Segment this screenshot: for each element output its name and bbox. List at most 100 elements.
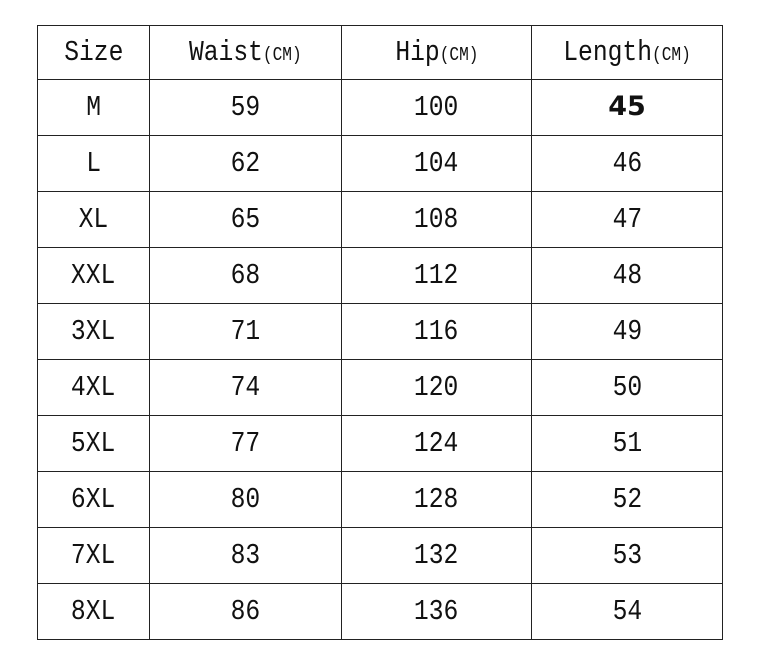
cell-value: 132 xyxy=(414,539,459,572)
table-row: 3XL 71 116 49 xyxy=(37,303,723,360)
cell-size: XXL xyxy=(37,247,150,304)
cell-value: 51 xyxy=(612,427,642,460)
cell-hip: 112 xyxy=(341,247,532,304)
cell-length: 49 xyxy=(531,303,723,360)
header-unit: (CM) xyxy=(439,44,479,66)
cell-length: 51 xyxy=(531,415,723,472)
table-row: 6XL 80 128 52 xyxy=(37,471,723,528)
cell-value: 124 xyxy=(414,427,459,460)
table-row: 5XL 77 124 51 xyxy=(37,415,723,472)
table-row: 8XL 86 136 54 xyxy=(37,583,723,640)
cell-value: 46 xyxy=(612,147,642,180)
cell-hip: 124 xyxy=(341,415,532,472)
header-size: Size xyxy=(37,25,150,80)
cell-waist: 83 xyxy=(149,527,342,584)
cell-value: 86 xyxy=(230,595,261,628)
header-length: Length(CM) xyxy=(531,25,723,80)
cell-value: 47 xyxy=(612,203,642,236)
cell-size: 4XL xyxy=(37,359,150,416)
cell-value: 74 xyxy=(230,371,261,404)
header-hip: Hip(CM) xyxy=(341,25,532,80)
cell-waist: 71 xyxy=(149,303,342,360)
table-row: M 59 100 45 xyxy=(37,79,723,136)
cell-waist: 65 xyxy=(149,191,342,248)
cell-value: 5XL xyxy=(71,427,116,460)
cell-hip: 132 xyxy=(341,527,532,584)
header-unit: (CM) xyxy=(651,44,691,66)
cell-value: 71 xyxy=(230,315,261,348)
cell-hip: 128 xyxy=(341,471,532,528)
header-unit: (CM) xyxy=(263,44,302,66)
header-label: Hip xyxy=(394,36,440,69)
cell-value: 100 xyxy=(414,91,459,124)
cell-hip: 136 xyxy=(341,583,532,640)
cell-value: 52 xyxy=(612,483,642,516)
cell-value: XXL xyxy=(71,259,116,292)
cell-hip: 116 xyxy=(341,303,532,360)
cell-value: 80 xyxy=(230,483,261,516)
cell-value: 4XL xyxy=(71,371,116,404)
cell-value: 65 xyxy=(230,203,261,236)
cell-waist: 59 xyxy=(149,79,342,136)
cell-value: 62 xyxy=(230,147,261,180)
table-row: XL 65 108 47 xyxy=(37,191,723,248)
cell-waist: 62 xyxy=(149,135,342,192)
cell-waist: 80 xyxy=(149,471,342,528)
cell-size: M xyxy=(37,79,150,136)
cell-value: 136 xyxy=(414,595,459,628)
cell-length: 53 xyxy=(531,527,723,584)
header-label: Waist xyxy=(189,36,264,69)
cell-length: 54 xyxy=(531,583,723,640)
header-label: Size xyxy=(63,36,124,69)
cell-size: XL xyxy=(37,191,150,248)
table-row: XXL 68 112 48 xyxy=(37,247,723,304)
cell-hip: 120 xyxy=(341,359,532,416)
cell-value: 53 xyxy=(612,539,642,572)
cell-length: 45 xyxy=(531,79,723,136)
cell-value: XL xyxy=(78,203,109,236)
cell-value: 50 xyxy=(612,371,642,404)
cell-waist: 77 xyxy=(149,415,342,472)
cell-waist: 74 xyxy=(149,359,342,416)
table-row: 7XL 83 132 53 xyxy=(37,527,723,584)
header-waist: Waist(CM) xyxy=(149,25,342,80)
cell-length: 46 xyxy=(531,135,723,192)
header-label: Length xyxy=(563,36,652,69)
cell-value: 68 xyxy=(230,259,261,292)
cell-waist: 86 xyxy=(149,583,342,640)
cell-size: 6XL xyxy=(37,471,150,528)
cell-value: 108 xyxy=(414,203,459,236)
cell-hip: 104 xyxy=(341,135,532,192)
cell-value: 120 xyxy=(414,371,459,404)
cell-value: 77 xyxy=(230,427,261,460)
header-row: Size Waist(CM) Hip(CM) Length(CM) xyxy=(37,25,723,80)
cell-hip: 108 xyxy=(341,191,532,248)
table-row: L 62 104 46 xyxy=(37,135,723,192)
cell-length: 48 xyxy=(531,247,723,304)
cell-size: 7XL xyxy=(37,527,150,584)
cell-value: 112 xyxy=(414,259,459,292)
cell-length: 47 xyxy=(531,191,723,248)
cell-value: 49 xyxy=(612,315,642,348)
cell-value: 8XL xyxy=(71,595,116,628)
cell-size: 8XL xyxy=(37,583,150,640)
cell-size: 5XL xyxy=(37,415,150,472)
cell-size: 3XL xyxy=(37,303,150,360)
table-row: 4XL 74 120 50 xyxy=(37,359,723,416)
cell-value: 104 xyxy=(414,147,459,180)
cell-waist: 68 xyxy=(149,247,342,304)
cell-value: 83 xyxy=(230,539,261,572)
cell-value: 7XL xyxy=(71,539,116,572)
cell-value: L xyxy=(86,147,101,180)
cell-value: M xyxy=(86,91,101,124)
cell-length: 50 xyxy=(531,359,723,416)
cell-hip: 100 xyxy=(341,79,532,136)
cell-size: L xyxy=(37,135,150,192)
cell-value: 6XL xyxy=(71,483,116,516)
cell-length: 52 xyxy=(531,471,723,528)
cell-value: 45 xyxy=(608,91,646,122)
cell-value: 128 xyxy=(414,483,459,516)
cell-value: 59 xyxy=(230,91,261,124)
size-chart-table: Size Waist(CM) Hip(CM) Length(CM) M 59 100 45 L… xyxy=(37,25,723,640)
cell-value: 48 xyxy=(612,259,642,292)
